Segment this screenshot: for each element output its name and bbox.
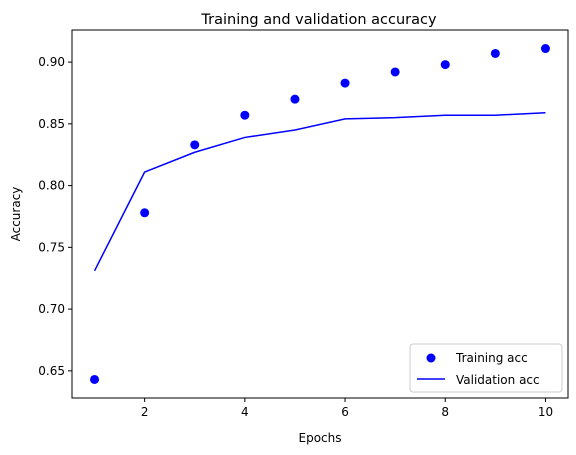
x-tick-label: 8 (441, 405, 449, 419)
training-acc-point (540, 44, 550, 54)
training-acc-point (90, 374, 100, 384)
training-acc-point (290, 94, 300, 104)
y-axis-label: Accuracy (9, 187, 23, 242)
training-acc-point (390, 67, 400, 77)
y-tick-label: 0.80 (38, 179, 65, 193)
y-tick-label: 0.65 (38, 364, 65, 378)
legend-training-marker (426, 353, 436, 363)
y-axis: 0.65 0.70 0.75 0.80 0.85 0.90 (38, 55, 72, 378)
y-tick-label: 0.75 (38, 240, 65, 254)
legend-training-label: Training acc (455, 351, 528, 365)
x-axis: 2 4 6 8 10 (141, 398, 553, 419)
y-tick-label: 0.85 (38, 117, 65, 131)
y-tick-label: 0.70 (38, 302, 65, 316)
x-tick-label: 2 (141, 405, 149, 419)
training-acc-point (190, 140, 200, 150)
legend-box (409, 343, 563, 393)
legend: Training acc Validation acc (409, 343, 563, 393)
plot-frame (71, 29, 569, 399)
training-acc-point (340, 78, 350, 88)
training-acc-point (490, 48, 500, 58)
validation-acc-line (93, 111, 546, 272)
x-tick-label: 10 (538, 405, 553, 419)
plot-area (90, 44, 550, 384)
legend-validation-label: Validation acc (456, 373, 540, 387)
training-acc-point (240, 110, 250, 120)
x-tick-label: 4 (241, 405, 249, 419)
chart-title: Training and validation accuracy (200, 12, 437, 28)
training-acc-point (140, 208, 150, 218)
x-axis-label: Epochs (299, 431, 342, 445)
training-acc-point (440, 60, 450, 70)
y-tick-label: 0.90 (38, 55, 65, 69)
x-tick-label: 6 (341, 405, 349, 419)
